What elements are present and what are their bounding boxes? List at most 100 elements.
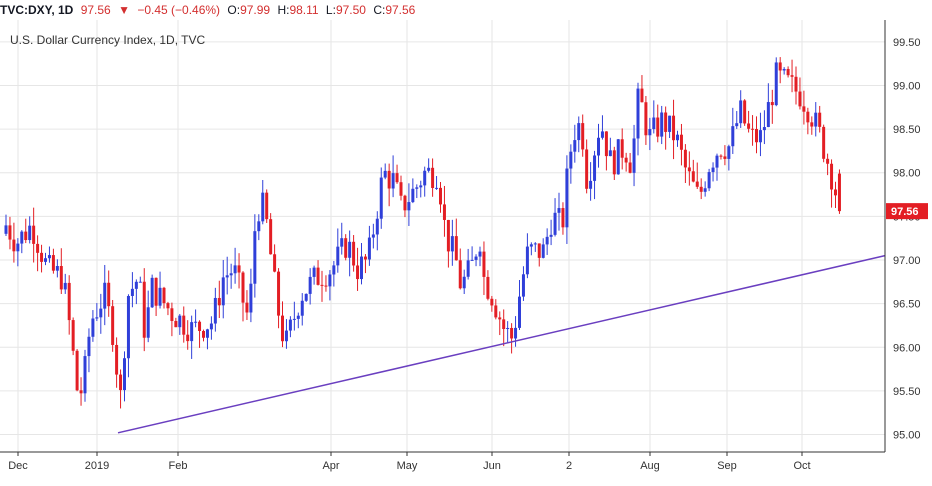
trendline[interactable]: [117, 254, 886, 434]
candle-body: [474, 256, 478, 260]
candle-body: [138, 281, 142, 283]
candle-body: [648, 129, 652, 136]
candle-body: [751, 128, 755, 130]
candle-body: [502, 319, 506, 330]
time-tick-label: 2: [566, 460, 572, 472]
candle-body: [715, 155, 719, 168]
candle-body: [170, 308, 174, 321]
candle-body: [679, 134, 683, 150]
candle-body: [577, 123, 581, 141]
price-tick-label: 95.00: [893, 430, 921, 442]
candle-body: [668, 115, 672, 132]
candle-body: [44, 258, 47, 262]
candle-body: [553, 212, 557, 235]
candle-body: [217, 297, 221, 306]
symbol-name[interactable]: TVC:DXY, 1D: [0, 3, 74, 17]
candle-body: [249, 283, 253, 313]
candle-body: [75, 350, 79, 391]
candle-body: [620, 139, 624, 158]
candle-body: [63, 282, 67, 290]
candle-body: [130, 288, 134, 296]
candle-body: [391, 173, 395, 189]
candle-body: [300, 300, 304, 316]
candle-body: [47, 255, 51, 259]
candle-body: [628, 162, 632, 173]
candle-body: [814, 112, 818, 127]
candle-body: [537, 243, 541, 258]
candle-body: [442, 204, 446, 220]
candle-body: [150, 277, 154, 308]
candlestick-chart[interactable]: U.S. Dollar Currency Index, 1D, TVC 95.0…: [0, 20, 932, 486]
price-tick-label: 98.50: [893, 124, 921, 136]
candle-body: [683, 149, 687, 168]
candle-body: [695, 181, 699, 187]
candle-body: [308, 276, 312, 294]
candle-body: [711, 167, 715, 173]
candle-body: [786, 68, 790, 76]
candle-body: [411, 188, 415, 203]
candle-body: [134, 281, 138, 289]
candle-body: [202, 330, 205, 338]
candle-body: [158, 287, 162, 306]
candle-body: [142, 281, 146, 338]
candle-body: [403, 195, 407, 211]
candle-body: [273, 254, 277, 272]
candle-body: [16, 243, 20, 252]
candle-body: [194, 321, 198, 323]
candle-body: [352, 241, 356, 266]
chart-title: U.S. Dollar Currency Index, 1D, TVC: [10, 33, 206, 47]
candle-body: [672, 115, 676, 141]
time-tick-label: Apr: [322, 460, 339, 472]
candle-body: [419, 185, 423, 188]
candle-body: [182, 315, 186, 335]
candle-body: [834, 189, 837, 196]
price-tick-label: 99.50: [893, 37, 921, 49]
candle-body: [253, 231, 257, 284]
low-value: 97.50: [335, 3, 366, 17]
time-tick-label: Sep: [717, 460, 737, 472]
candle-body: [703, 188, 707, 192]
candle-body: [774, 62, 778, 106]
candle-body: [162, 287, 166, 304]
candle-body: [123, 358, 126, 391]
candle-body: [221, 277, 225, 306]
candle-body: [8, 225, 12, 240]
candle-body: [837, 173, 841, 212]
candle-body: [198, 321, 202, 331]
candle-body: [794, 76, 798, 92]
candle-body: [344, 238, 348, 258]
candle-body: [798, 91, 802, 107]
candle-body: [367, 237, 371, 260]
candle-body: [439, 187, 442, 205]
candle-body: [324, 285, 328, 287]
last-price-label: 97.56: [891, 206, 919, 218]
close-label: C:: [373, 3, 386, 17]
candle-body: [486, 276, 490, 299]
candle-body: [557, 208, 561, 213]
candle-body: [87, 336, 91, 357]
candle-body: [699, 186, 703, 192]
high-value: 98.11: [289, 3, 319, 17]
candle-body: [225, 275, 229, 278]
candle-body: [126, 295, 130, 359]
candle-body: [375, 218, 379, 235]
candle-body: [719, 155, 723, 157]
price-axis[interactable]: 95.0095.5096.0096.5097.0097.5098.0098.50…: [893, 37, 921, 442]
price-tick-label: 96.50: [893, 299, 921, 311]
candle-body: [79, 390, 83, 394]
candle-body: [521, 274, 525, 297]
time-axis[interactable]: Dec 2019 Feb Apr May Jun 2 Aug Sep Oct: [8, 452, 811, 472]
candle-body: [166, 303, 170, 309]
candle-body: [810, 122, 814, 127]
candle-body: [261, 192, 265, 222]
candle-body: [190, 322, 194, 342]
time-tick-label: Oct: [793, 460, 810, 472]
candle-body: [415, 187, 419, 189]
candle-body: [569, 151, 573, 169]
candle-body: [758, 130, 762, 143]
candle-body: [478, 251, 482, 257]
candle-body: [450, 236, 454, 252]
price-tick-label: 98.00: [893, 168, 921, 180]
candle-body: [51, 255, 55, 271]
candle-body: [541, 244, 545, 258]
